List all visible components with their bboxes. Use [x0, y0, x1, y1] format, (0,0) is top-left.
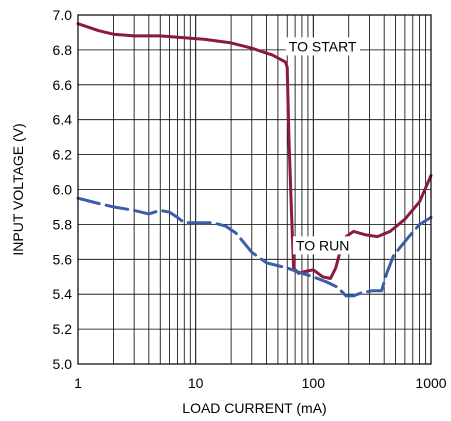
y-tick-label: 6.8: [53, 42, 73, 58]
y-tick-label: 6.2: [53, 147, 73, 163]
series-layer: [76, 22, 433, 298]
x-tick-label: 100: [302, 375, 326, 391]
y-tick-label: 6.4: [53, 112, 73, 128]
y-tick-label: 5.4: [53, 286, 73, 302]
grid: [78, 15, 431, 364]
y-tick-label: 6.6: [53, 77, 73, 93]
x-tick-label: 10: [188, 375, 204, 391]
y-tick-label: 7.0: [53, 7, 73, 23]
y-tick-label: 5.6: [53, 251, 73, 267]
y-tick-label: 5.2: [53, 321, 73, 337]
y-tick-label: 5.0: [53, 356, 73, 372]
y-axis-title: INPUT VOLTAGE (V): [10, 123, 26, 255]
annotation-to-start: TO START: [289, 38, 357, 54]
x-tick-label: 1: [74, 375, 82, 391]
annotation-background: [285, 37, 360, 56]
series-line-to-run: [76, 196, 433, 298]
annotations: TO START TO RUN: [285, 37, 360, 255]
y-tick-label: 6.0: [53, 182, 73, 198]
y-tick-labels: 5.0 5.2 5.4 5.6 5.8 6.0 6.2 6.4 6.6 6.8 7.0: [53, 7, 73, 372]
annotation-background: [292, 236, 353, 255]
y-tick-label: 5.8: [53, 216, 73, 232]
plot-frame: [77, 14, 432, 365]
x-tick-labels: 1 10 100 1000: [74, 375, 447, 391]
x-axis-title: LOAD CURRENT (mA): [182, 400, 326, 416]
x-tick-label: 1000: [415, 375, 446, 391]
annotation-to-run: TO RUN: [296, 237, 349, 253]
